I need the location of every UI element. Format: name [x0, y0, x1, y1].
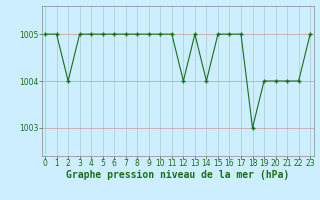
X-axis label: Graphe pression niveau de la mer (hPa): Graphe pression niveau de la mer (hPa)	[66, 170, 289, 180]
